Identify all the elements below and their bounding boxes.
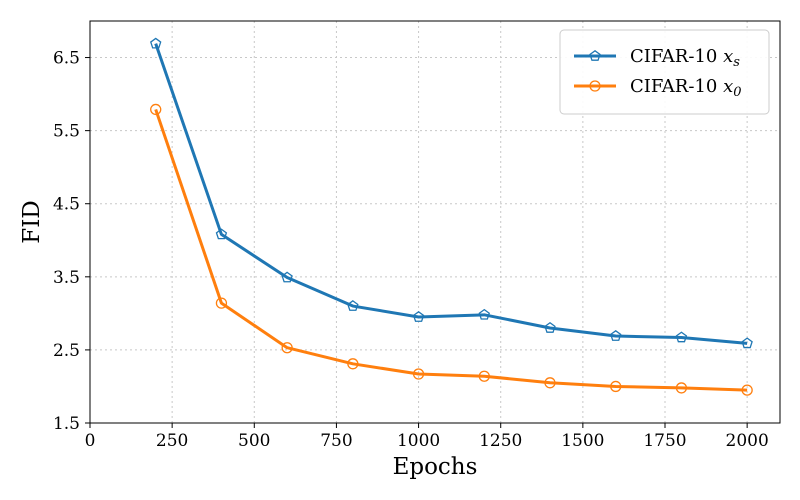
y-tick-label: 5.5	[53, 122, 80, 142]
x-tick-label: 500	[238, 431, 270, 451]
series-point	[544, 321, 556, 333]
series-point	[412, 311, 425, 322]
legend-label: CIFAR-10 xs	[630, 46, 740, 70]
series-point	[675, 331, 688, 343]
y-tick-label: 3.5	[53, 268, 80, 288]
legend: CIFAR-10 xs CIFAR-10 x0	[559, 29, 770, 115]
series-point	[589, 49, 601, 61]
legend-entry-1: CIFAR-10 x0	[574, 76, 742, 100]
tick-layer: 0 250 500 750 1000 1250 1500 1750 2000 1.5 2.5 3.5 4…	[53, 49, 769, 451]
y-axis-label: FID	[19, 200, 45, 243]
x-tick-label: 0	[85, 431, 96, 451]
x-axis-label: Epochs	[393, 454, 478, 480]
series-point	[281, 271, 293, 283]
series-point	[741, 337, 753, 349]
series-layer	[150, 37, 753, 396]
legend-box	[559, 29, 770, 115]
y-tick-label: 2.5	[53, 341, 80, 361]
series-0	[150, 37, 753, 349]
series-point	[347, 358, 359, 370]
series-line	[154, 108, 748, 392]
series-point	[347, 300, 359, 311]
series-point	[589, 80, 601, 92]
x-tick-label: 750	[320, 431, 352, 451]
series-1	[150, 103, 753, 396]
x-tick-label: 1250	[479, 431, 522, 451]
legend-entry-0: CIFAR-10 xs	[574, 46, 740, 70]
y-tick-label: 6.5	[53, 49, 80, 69]
plot-frame	[89, 20, 781, 424]
series-point	[478, 370, 490, 382]
series-point	[741, 384, 753, 396]
x-tick-label: 1000	[397, 431, 440, 451]
series-point	[215, 228, 228, 240]
legend-label: CIFAR-10 x0	[630, 76, 742, 100]
series-line	[154, 43, 748, 345]
x-tick-label: 250	[156, 431, 188, 451]
series-point	[281, 342, 293, 354]
series-point	[150, 103, 162, 116]
x-tick-label: 1750	[643, 431, 686, 451]
series-point	[478, 308, 490, 320]
series-point	[150, 37, 162, 49]
y-tick-label: 4.5	[53, 195, 80, 215]
series-point	[675, 382, 688, 394]
series-point	[610, 380, 622, 393]
x-tick-label: 2000	[726, 431, 769, 451]
series-point	[215, 297, 228, 309]
series-point	[412, 368, 425, 380]
series-point	[610, 330, 622, 341]
x-tick-label: 1500	[561, 431, 604, 451]
series-point	[544, 377, 556, 389]
y-tick-label: 1.5	[53, 414, 80, 434]
